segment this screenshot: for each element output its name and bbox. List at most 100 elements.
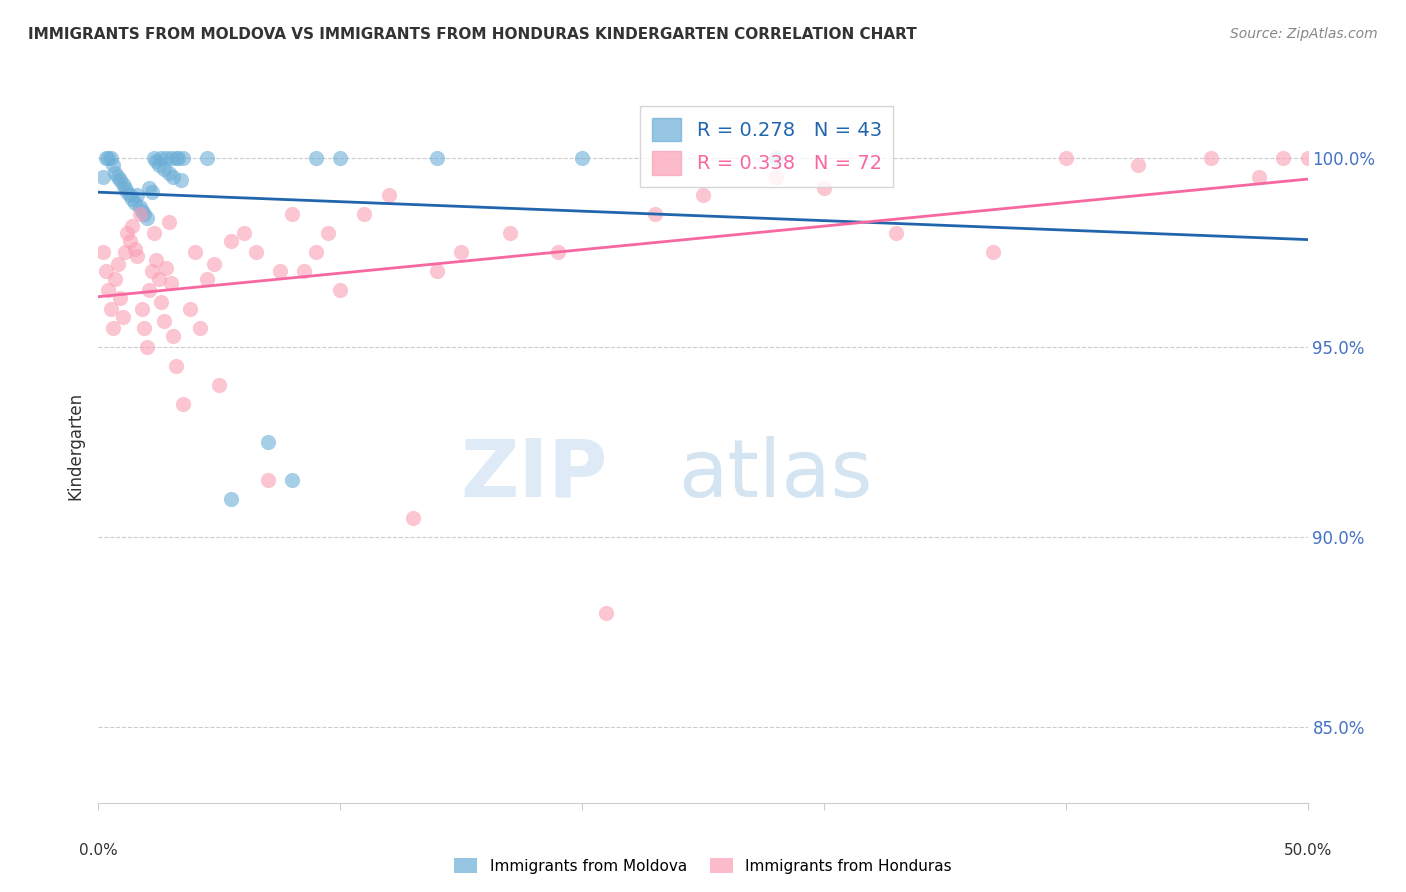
Point	[104, 272, 127, 286]
Point	[450, 245, 472, 260]
Point	[172, 151, 194, 165]
Point	[184, 245, 207, 260]
Point	[111, 177, 134, 191]
Point	[886, 227, 908, 241]
Point	[152, 161, 174, 176]
Point	[402, 511, 425, 525]
Point	[188, 321, 211, 335]
Point	[232, 227, 254, 241]
Point	[114, 181, 136, 195]
Point	[141, 264, 163, 278]
Point	[117, 227, 139, 241]
Point	[571, 151, 593, 165]
Point	[692, 188, 714, 202]
Point	[128, 207, 150, 221]
Text: atlas: atlas	[678, 435, 873, 514]
Point	[138, 181, 160, 195]
Point	[135, 211, 157, 226]
Point	[148, 158, 170, 172]
Point	[127, 249, 149, 263]
Point	[292, 264, 315, 278]
Point	[131, 203, 153, 218]
Point	[107, 169, 129, 184]
Legend: Immigrants from Moldova, Immigrants from Honduras: Immigrants from Moldova, Immigrants from…	[449, 852, 957, 880]
Point	[91, 169, 114, 184]
Point	[1199, 151, 1222, 165]
Text: 50.0%: 50.0%	[1284, 843, 1331, 858]
Point	[131, 302, 153, 317]
Point	[107, 257, 129, 271]
Point	[281, 473, 304, 487]
Point	[169, 173, 191, 187]
Y-axis label: Kindergarten: Kindergarten	[66, 392, 84, 500]
Point	[145, 252, 167, 267]
Point	[305, 245, 328, 260]
Point	[111, 310, 134, 324]
Point	[155, 260, 177, 275]
Point	[138, 284, 160, 298]
Text: 0.0%: 0.0%	[79, 843, 118, 858]
Legend: R = 0.278   N = 43, R = 0.338   N = 72: R = 0.278 N = 43, R = 0.338 N = 72	[640, 106, 893, 186]
Point	[160, 151, 183, 165]
Point	[150, 151, 173, 165]
Point	[377, 188, 399, 202]
Point	[141, 185, 163, 199]
Point	[1309, 188, 1331, 202]
Point	[813, 181, 835, 195]
Point	[208, 378, 231, 392]
Point	[426, 264, 449, 278]
Point	[256, 435, 278, 450]
Point	[221, 492, 243, 507]
Point	[127, 188, 149, 202]
Point	[1128, 158, 1150, 172]
Point	[644, 207, 666, 221]
Point	[204, 257, 226, 271]
Point	[143, 151, 166, 165]
Point	[124, 196, 146, 211]
Point	[160, 276, 183, 290]
Point	[94, 264, 117, 278]
Point	[256, 473, 278, 487]
Point	[765, 151, 787, 165]
Point	[316, 227, 339, 241]
Point	[118, 234, 141, 248]
Point	[1272, 151, 1295, 165]
Point	[162, 169, 184, 184]
Point	[128, 200, 150, 214]
Point	[547, 245, 569, 260]
Point	[1320, 151, 1343, 165]
Point	[1249, 169, 1271, 184]
Point	[155, 151, 177, 165]
Point	[195, 151, 218, 165]
Point	[1369, 188, 1392, 202]
Point	[101, 158, 124, 172]
Point	[100, 302, 122, 317]
Point	[118, 188, 141, 202]
Point	[134, 207, 156, 221]
Point	[1054, 151, 1077, 165]
Point	[765, 169, 787, 184]
Point	[157, 166, 180, 180]
Point	[595, 606, 617, 620]
Point	[150, 294, 173, 309]
Point	[121, 219, 143, 233]
Point	[329, 284, 352, 298]
Point	[97, 284, 120, 298]
Point	[245, 245, 267, 260]
Point	[108, 291, 131, 305]
Point	[1296, 151, 1319, 165]
Point	[91, 245, 114, 260]
Point	[269, 264, 291, 278]
Point	[121, 192, 143, 206]
Point	[498, 227, 520, 241]
Point	[124, 242, 146, 256]
Point	[195, 272, 218, 286]
Point	[97, 151, 120, 165]
Point	[221, 234, 243, 248]
Point	[100, 151, 122, 165]
Point	[94, 151, 117, 165]
Point	[114, 245, 136, 260]
Point	[117, 185, 139, 199]
Point	[329, 151, 352, 165]
Point	[152, 314, 174, 328]
